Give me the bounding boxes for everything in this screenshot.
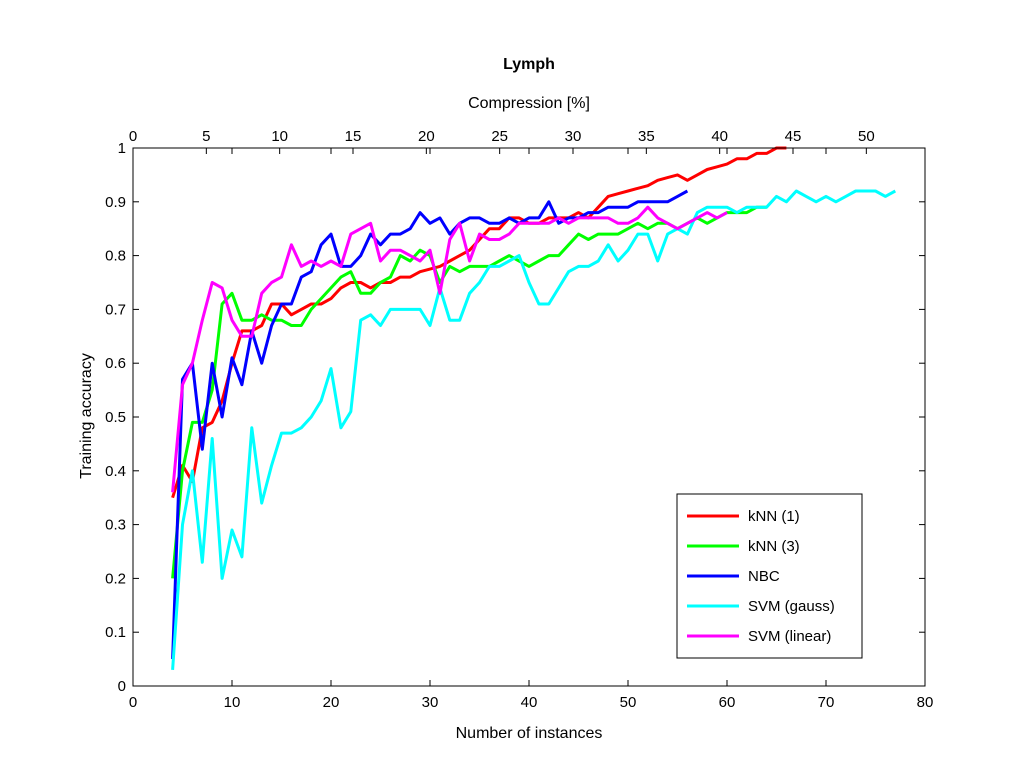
series-line-knn-1 xyxy=(171,146,787,499)
x2-tick-label: 50 xyxy=(858,128,875,145)
plot-area xyxy=(171,146,897,671)
y-tick-label: 0.2 xyxy=(105,570,126,587)
y-tick-label: 0.5 xyxy=(105,409,126,426)
x-tick-label: 20 xyxy=(323,694,340,711)
y-tick-label: 0.7 xyxy=(105,301,126,318)
x2-tick-label: 40 xyxy=(711,128,728,145)
series-line-nbc xyxy=(171,189,689,660)
x-tick-label: 30 xyxy=(422,694,439,711)
y-axis-title: Training accuracy xyxy=(78,353,95,479)
y-tick-label: 0.9 xyxy=(105,194,126,211)
x2-tick-label: 20 xyxy=(418,128,435,145)
x-tick-label: 60 xyxy=(719,694,736,711)
x2-tick-label: 45 xyxy=(785,128,802,145)
x2-tick-label: 15 xyxy=(345,128,362,145)
x-tick-label: 70 xyxy=(818,694,835,711)
x-tick-label: 50 xyxy=(620,694,637,711)
axis-ticks: 0 10 20 30 40 50 60 70 8000.10.20.30.40.50.60.70… xyxy=(105,128,933,711)
legend-label-nbc: NBC xyxy=(748,568,780,585)
x-tick-label: 80 xyxy=(917,694,934,711)
x2-tick-label: 10 xyxy=(271,128,288,145)
x2-tick-label: 0 xyxy=(129,128,137,145)
y-tick-label: 0.1 xyxy=(105,624,126,641)
x2-tick-label: 35 xyxy=(638,128,655,145)
y-tick-label: 0.4 xyxy=(105,463,126,480)
x2-axis-title: Compression [%] xyxy=(468,95,590,112)
y-tick-label: 0.6 xyxy=(105,355,126,372)
x-tick-label: 0 xyxy=(129,694,137,711)
y-tick-label: 0 xyxy=(118,678,126,695)
x-tick-label: 10 xyxy=(224,694,241,711)
x2-tick-label: 25 xyxy=(491,128,508,145)
x-tick-label: 40 xyxy=(521,694,538,711)
series-line-svm-gauss xyxy=(171,189,897,671)
legend-label-svm-gauss: SVM (gauss) xyxy=(748,598,835,615)
y-tick-label: 0.8 xyxy=(105,248,126,265)
legend-label-knn-3: kNN (3) xyxy=(748,538,800,555)
chart-title: Lymph xyxy=(503,56,555,73)
series-line-svm-linear xyxy=(171,205,728,493)
legend-label-svm-linear: SVM (linear) xyxy=(748,628,831,645)
x2-tick-label: 30 xyxy=(565,128,582,145)
legend: kNN (1) kNN (3) NBC SVM (gauss) SVM (linear) xyxy=(676,493,863,659)
y-tick-label: 1 xyxy=(118,140,126,157)
x-axis-title: Number of instances xyxy=(456,725,603,742)
legend-label-knn-1: kNN (1) xyxy=(748,508,800,525)
x2-tick-label: 5 xyxy=(202,128,210,145)
y-tick-label: 0.3 xyxy=(105,517,126,534)
